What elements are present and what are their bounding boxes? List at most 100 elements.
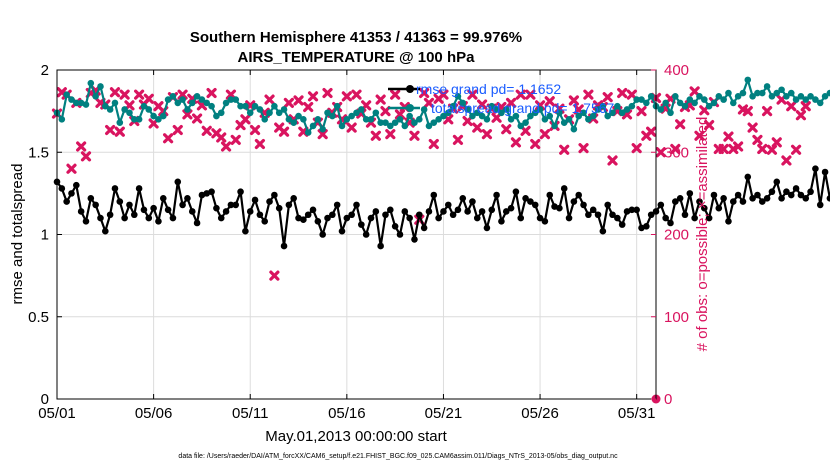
rmse-point [464,208,471,215]
obs-assimilated-point [781,155,792,166]
rmse-point [261,218,269,225]
totalspread-point [807,93,814,100]
totalspread-point [58,116,66,123]
rmse-point [73,181,80,189]
totalspread-point [73,99,80,107]
rmse-point [720,195,727,202]
totalspread-point [444,109,452,117]
obs-assimilated-point [462,115,473,127]
totalspread-point [68,96,75,103]
obs-assimilated-point [733,141,744,152]
totalspread-point [589,112,597,120]
totalspread-point [275,109,283,117]
rmse-point [208,188,215,196]
totalspread-point [686,96,694,103]
x-axis-label: May.01,2013 00:00:00 start [265,428,447,445]
totalspread-point [701,96,708,103]
obs-assimilated-point [317,129,328,140]
totalspread-point [715,93,723,100]
totalspread-point [802,96,810,103]
rmse-point [343,214,351,222]
rmse-point [826,195,830,202]
rmse-point [435,214,442,222]
obs-assimilated-point [375,94,386,105]
obs-assimilated-point [694,130,705,141]
rmse-point [715,204,723,212]
obs-assimilated-point [254,138,265,150]
totalspread-point [319,125,326,133]
rmse-point [560,185,568,192]
rmse-point [821,168,829,176]
obs-assimilated-point [530,138,541,150]
rmse-point [290,195,298,202]
totalspread-point [633,96,640,103]
rmse-point [531,201,539,209]
totalspread-point [449,102,457,110]
totalspread-point [348,112,355,120]
totalspread-point [324,109,331,117]
obs-assimilated-point [539,129,550,140]
series-layer [51,76,830,404]
rmse-point [604,201,611,209]
rmse-point [754,191,761,199]
totalspread-point [338,122,346,130]
obs-assimilated-point [114,126,125,137]
rmse-point [725,218,732,225]
y-tick-label-right: 100 [664,309,689,326]
rmse-point [135,185,143,192]
totalspread-point [237,102,244,110]
totalspread-point [435,116,442,123]
totalspread-point [783,93,790,100]
rmse-point [469,198,476,205]
rmse-point [502,208,510,215]
rmse-point [701,204,708,212]
totalspread-point [575,112,583,120]
totalspread-point [367,116,375,123]
rmse-point [768,188,776,196]
obs-assimilated-point [723,131,734,142]
totalspread-point [676,99,684,107]
totalspread-point [266,109,273,117]
rmse-point [242,227,249,235]
rmse-point [275,204,283,212]
rmse-point [348,211,355,219]
rmse-point [739,198,747,205]
rmse-point [589,206,597,214]
rmse-point [647,211,655,219]
totalspread-point [720,96,727,103]
rmse-point [184,195,191,202]
rmse-point [483,224,491,232]
rmse-point [387,206,394,214]
rmse-point [758,198,766,205]
rmse-point [150,204,157,212]
y-tick-label-left: 1 [41,227,49,244]
totalspread-point [585,116,592,123]
rmse-point [266,198,273,205]
totalspread-point [377,119,384,126]
obs-assimilated-point [501,124,512,135]
rmse-point [82,218,90,225]
obs-assimilated-point [728,143,739,155]
totalspread-point [705,102,713,110]
totalspread-point [300,116,307,123]
obs-assimilated-point [559,144,570,155]
obs-assimilated-point [438,89,449,100]
axis-ticks: 05/01 05/06 05/11 05/16 05/21 05/26 05/31 0 0.5 1… [28,62,689,422]
obs-assimilated-point [201,125,212,136]
obs-assimilated-point [264,94,275,105]
totalspread-point [565,116,573,123]
rmse-point [792,185,800,192]
totalspread-point [401,122,409,130]
obs-assimilated-point [134,89,145,100]
obs-assimilated-point [172,124,183,136]
obs-assimilated-point [505,97,517,109]
obs-assimilated-point [225,89,237,100]
rmse-point [237,188,244,196]
totalspread-point [164,96,172,103]
rmse-point [280,242,288,250]
obs-assimilated-point [515,89,526,100]
totalspread-point [512,112,520,120]
rmse-point [222,208,230,215]
totalspread-point [232,96,240,103]
totalspread-point [527,112,534,120]
